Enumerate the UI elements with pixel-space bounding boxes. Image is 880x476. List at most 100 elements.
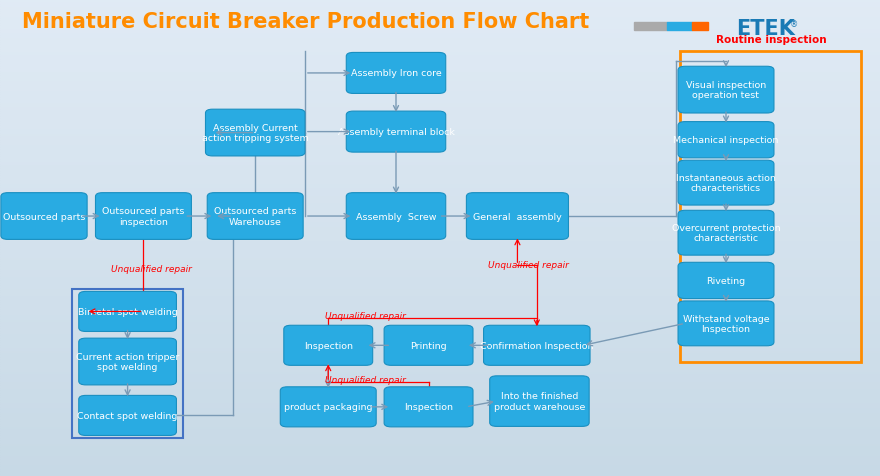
Bar — [0, 145, 880, 148]
FancyBboxPatch shape — [490, 376, 590, 426]
Text: Mechanical inspection: Mechanical inspection — [673, 136, 779, 145]
Bar — [0, 455, 880, 457]
Text: Assembly Iron core: Assembly Iron core — [350, 69, 442, 78]
Bar — [0, 133, 880, 136]
Bar — [0, 281, 880, 283]
Bar — [0, 302, 880, 305]
Bar — [0, 0, 880, 2]
Bar — [0, 409, 880, 412]
Bar — [0, 314, 880, 317]
Bar — [0, 328, 880, 331]
Bar — [0, 286, 880, 288]
Bar — [0, 321, 880, 324]
Bar — [0, 126, 880, 129]
Bar — [0, 2, 880, 5]
Bar — [0, 405, 880, 407]
Bar — [0, 164, 880, 167]
Bar — [0, 338, 880, 340]
Bar — [0, 440, 880, 443]
Bar — [0, 466, 880, 469]
Bar — [0, 426, 880, 428]
Bar — [0, 21, 880, 24]
Bar — [0, 243, 880, 245]
Bar — [0, 19, 880, 21]
Text: Printing: Printing — [410, 341, 447, 350]
Bar — [0, 462, 880, 464]
Bar — [0, 217, 880, 219]
Bar — [0, 176, 880, 178]
Bar — [0, 416, 880, 419]
FancyBboxPatch shape — [678, 301, 774, 346]
Bar — [0, 178, 880, 181]
Bar — [0, 452, 880, 455]
Bar — [0, 93, 880, 95]
Bar — [0, 174, 880, 176]
Bar — [0, 288, 880, 290]
Bar — [0, 195, 880, 198]
FancyBboxPatch shape — [484, 326, 590, 366]
FancyBboxPatch shape — [79, 396, 176, 436]
Bar — [0, 138, 880, 140]
Bar — [0, 205, 880, 207]
FancyBboxPatch shape — [96, 193, 192, 240]
Bar — [0, 312, 880, 314]
Bar — [0, 129, 880, 131]
Text: Confirmation Inspection: Confirmation Inspection — [480, 341, 593, 350]
Text: Contact spot welding: Contact spot welding — [77, 411, 178, 420]
Bar — [0, 352, 880, 355]
Text: Outsourced parts: Outsourced parts — [3, 212, 85, 221]
Bar — [0, 333, 880, 336]
Text: Assembly  Screw: Assembly Screw — [356, 212, 436, 221]
FancyBboxPatch shape — [206, 110, 304, 157]
Bar — [0, 278, 880, 281]
Bar — [0, 397, 880, 400]
Bar — [0, 257, 880, 259]
Bar — [0, 267, 880, 269]
Bar — [0, 388, 880, 390]
Text: Miniature Circuit Breaker Production Flow Chart: Miniature Circuit Breaker Production Flo… — [22, 12, 590, 32]
Bar — [0, 224, 880, 226]
Bar — [0, 371, 880, 374]
Text: product packaging: product packaging — [284, 403, 372, 411]
Bar — [0, 376, 880, 378]
Bar — [0, 274, 880, 276]
Bar — [0, 140, 880, 143]
Bar — [692, 23, 708, 30]
Bar — [0, 212, 880, 214]
Bar — [0, 364, 880, 367]
Bar — [0, 102, 880, 105]
Bar — [0, 271, 880, 274]
Bar — [0, 38, 880, 40]
Bar — [0, 83, 880, 86]
FancyBboxPatch shape — [385, 326, 473, 366]
Bar — [0, 400, 880, 402]
Bar — [0, 167, 880, 169]
Text: Visual inspection
operation test: Visual inspection operation test — [686, 81, 766, 100]
Bar — [0, 40, 880, 43]
Text: Bimetal spot welding: Bimetal spot welding — [77, 307, 178, 316]
Bar — [0, 347, 880, 350]
Bar — [0, 250, 880, 252]
Bar — [0, 100, 880, 102]
Bar — [0, 324, 880, 326]
Bar — [0, 207, 880, 209]
Bar — [0, 236, 880, 238]
Bar — [0, 5, 880, 7]
Text: Unqualified repair: Unqualified repair — [488, 260, 568, 269]
Bar — [0, 198, 880, 200]
Bar — [0, 393, 880, 395]
FancyBboxPatch shape — [208, 193, 303, 240]
Bar — [0, 414, 880, 416]
Bar — [0, 276, 880, 278]
Bar — [0, 74, 880, 76]
Bar — [0, 345, 880, 347]
Bar — [0, 69, 880, 71]
Bar — [0, 148, 880, 150]
Bar — [0, 155, 880, 157]
Bar — [0, 240, 880, 243]
FancyBboxPatch shape — [385, 387, 473, 427]
Text: Inspection: Inspection — [304, 341, 353, 350]
Bar — [0, 36, 880, 38]
Bar — [0, 428, 880, 431]
Text: ETEK: ETEK — [737, 19, 795, 39]
